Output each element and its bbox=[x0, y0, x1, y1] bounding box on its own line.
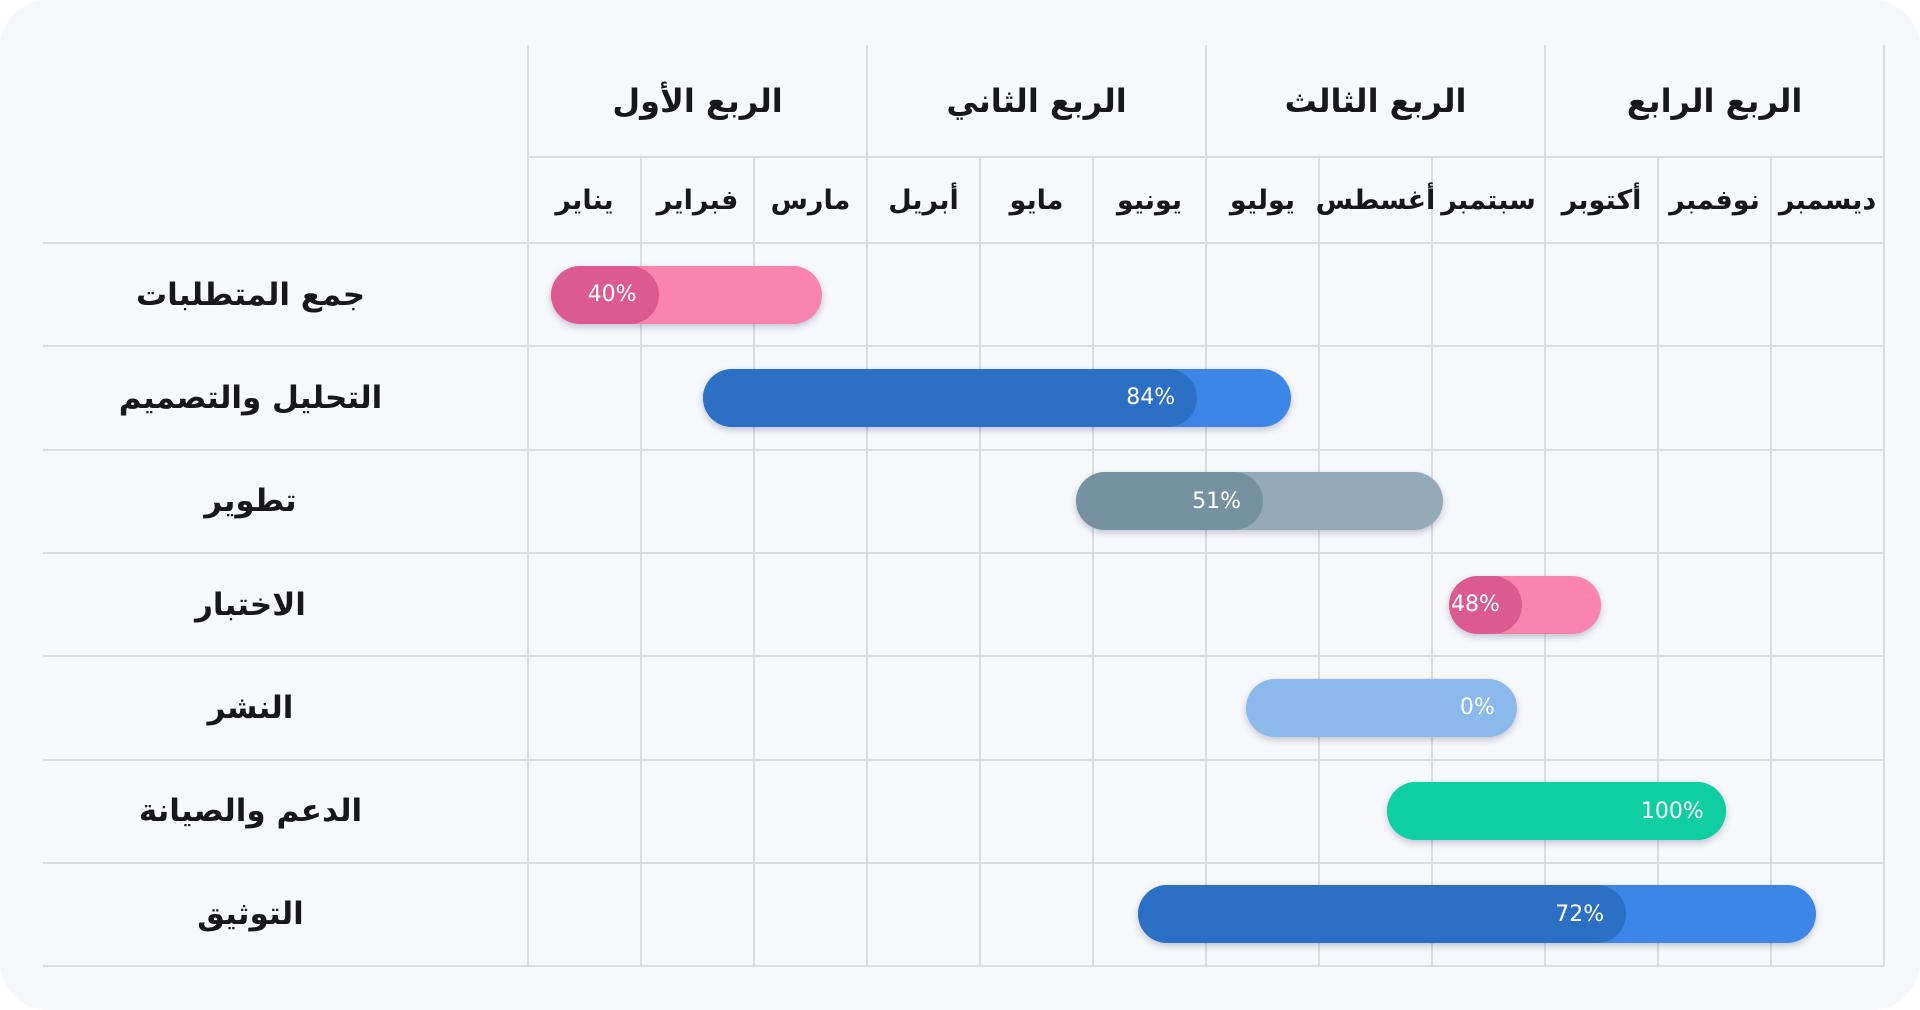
bar-percent-label: 100% bbox=[1640, 798, 1704, 824]
task-label-deployment: النشر bbox=[207, 689, 294, 726]
month-header-september: سبتمبر bbox=[1441, 184, 1536, 216]
month-header-august: أغسطس bbox=[1315, 184, 1436, 216]
task-bar[interactable]: 84% bbox=[703, 368, 1291, 427]
bar-percent-label: 51% bbox=[1192, 488, 1242, 514]
gridline bbox=[753, 157, 755, 967]
gridline bbox=[43, 448, 1884, 451]
month-header-november: نوفمبر bbox=[1669, 184, 1760, 216]
gridline bbox=[43, 965, 1884, 968]
gridline bbox=[43, 551, 1884, 554]
gridline bbox=[1318, 157, 1320, 967]
bar-percent-label: 84% bbox=[1126, 385, 1176, 411]
task-bar-progress bbox=[1076, 472, 1264, 531]
gridline bbox=[1657, 157, 1659, 967]
task-bar[interactable]: 40% bbox=[550, 265, 822, 324]
gridline bbox=[1431, 157, 1433, 967]
gridline bbox=[43, 861, 1884, 864]
bar-percent-label: 48% bbox=[1451, 592, 1500, 618]
task-label-testing: الاختبار bbox=[195, 586, 306, 623]
task-bar[interactable]: 100% bbox=[1386, 782, 1726, 841]
gridline bbox=[866, 45, 868, 967]
task-label-documentation: التوثيق bbox=[197, 896, 304, 933]
task-label-development: تطوير bbox=[204, 483, 297, 520]
bar-percent-label: 72% bbox=[1555, 901, 1605, 927]
bar-percent-label: 40% bbox=[587, 282, 637, 308]
month-header-october: أكتوبر bbox=[1561, 184, 1642, 216]
month-header-february: فبراير bbox=[656, 184, 739, 216]
month-header-january: يناير bbox=[555, 184, 614, 216]
gridline bbox=[1092, 157, 1094, 967]
task-bar-progress bbox=[703, 368, 1198, 427]
task-bar[interactable]: 72% bbox=[1138, 885, 1817, 944]
task-label-analysis: التحليل والتصميم bbox=[118, 379, 383, 416]
quarter-header-q3: الربع الثالث bbox=[1284, 82, 1467, 120]
quarter-header-q4: الربع الرابع bbox=[1626, 82, 1803, 120]
month-header-march: مارس bbox=[770, 184, 851, 216]
quarter-header-q1: الربع الأول bbox=[612, 82, 783, 120]
gridline bbox=[1883, 45, 1885, 967]
month-header-may: مايو bbox=[1009, 184, 1064, 216]
bar-percent-label: 0% bbox=[1459, 695, 1495, 721]
task-bar[interactable]: 0% bbox=[1245, 678, 1517, 737]
task-label-support: الدعم والصيانة bbox=[138, 793, 363, 830]
quarter-header-q2: الربع الثاني bbox=[946, 82, 1127, 120]
gridline bbox=[43, 655, 1884, 658]
task-bar-progress bbox=[550, 265, 659, 324]
gridline bbox=[43, 242, 1884, 244]
gridline bbox=[43, 345, 1884, 348]
task-bar[interactable]: 51% bbox=[1076, 472, 1444, 531]
month-header-june: يونيو bbox=[1116, 184, 1183, 216]
gridline bbox=[640, 157, 642, 967]
month-header-july: يوليو bbox=[1229, 184, 1296, 216]
month-header-december: ديسمبر bbox=[1778, 184, 1877, 216]
month-header-april: أبريل bbox=[888, 184, 959, 216]
task-label-requirements: جمع المتطلبات bbox=[135, 276, 366, 313]
gridline bbox=[527, 45, 529, 967]
gridline bbox=[1770, 157, 1772, 967]
task-bar-progress bbox=[1448, 575, 1522, 634]
task-bar[interactable]: 48% bbox=[1448, 575, 1602, 634]
task-bar-progress bbox=[1386, 782, 1726, 841]
gridline bbox=[979, 157, 981, 967]
task-bar-progress bbox=[1138, 885, 1627, 944]
gridline bbox=[43, 758, 1884, 761]
gridline bbox=[1544, 45, 1546, 967]
